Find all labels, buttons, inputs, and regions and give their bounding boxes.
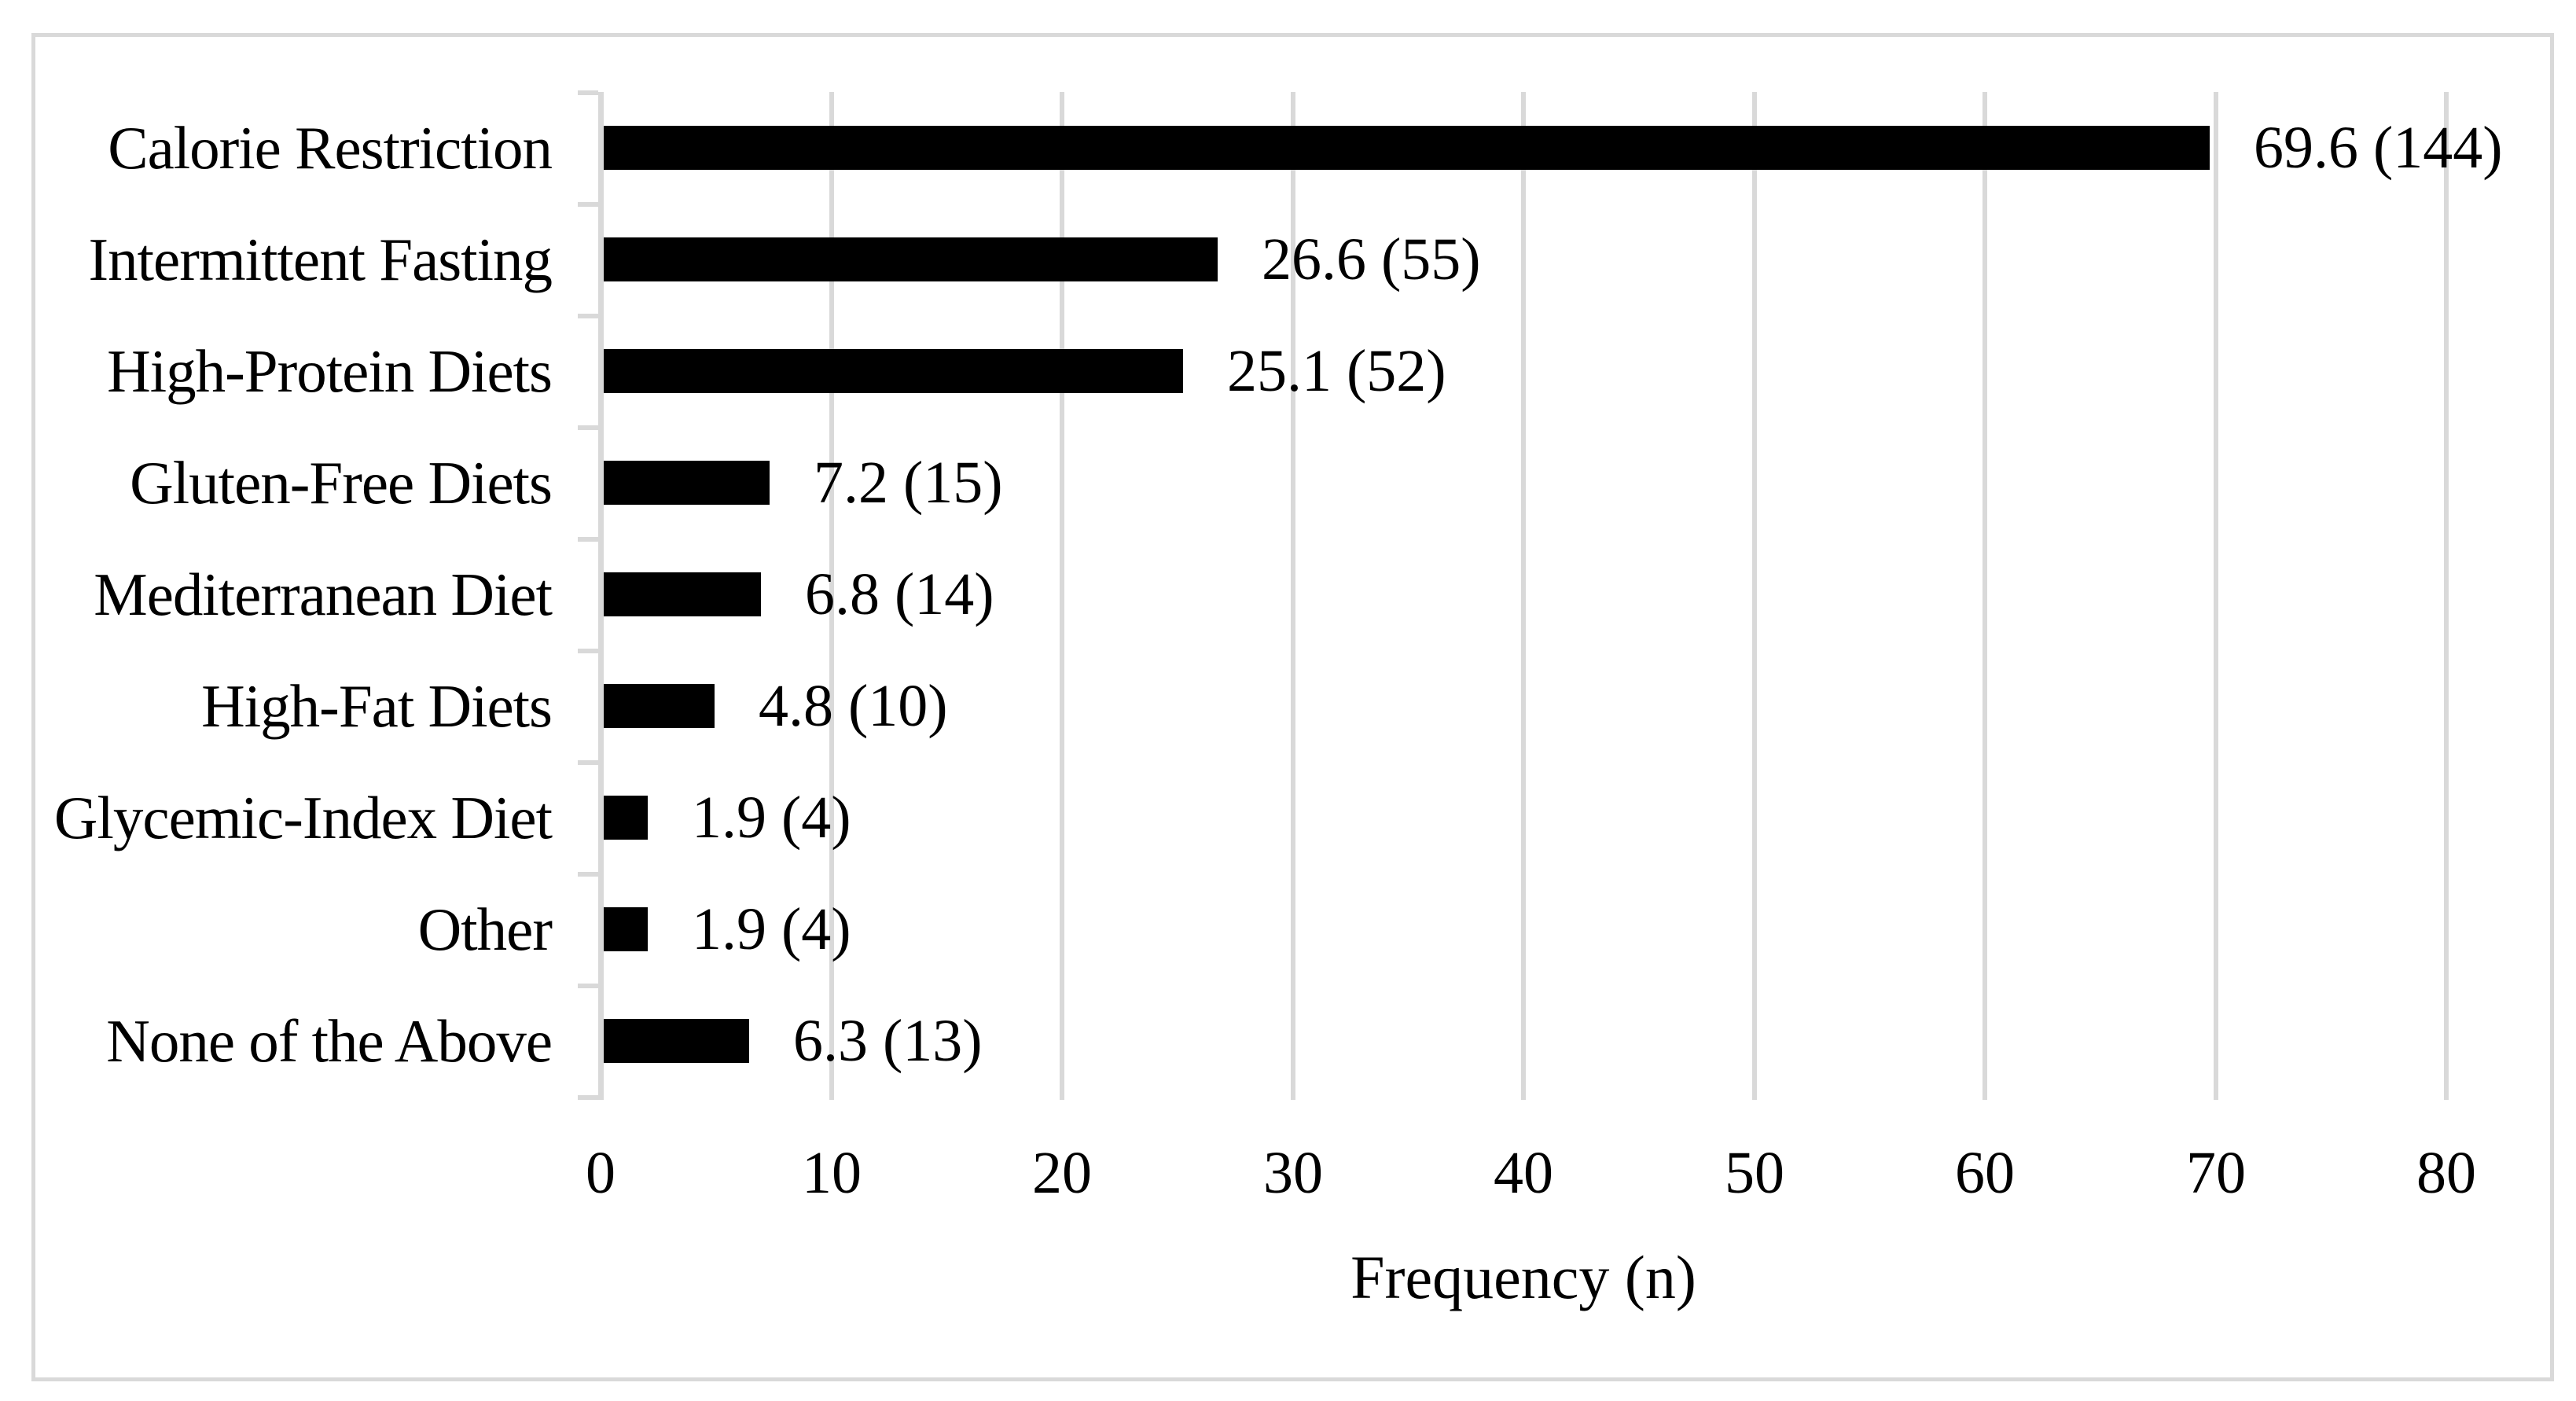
value-label: 4.8 (10) (759, 673, 948, 739)
x-tick-label-60: 60 (1955, 1140, 2015, 1206)
category-label: None of the Above (106, 1007, 553, 1075)
bar-other (604, 907, 648, 951)
x-tick-label-10: 10 (802, 1140, 862, 1206)
x-tick-label-20: 20 (1032, 1140, 1092, 1206)
y-axis-tick (578, 314, 598, 318)
x-tick-label-0: 0 (586, 1140, 616, 1206)
value-label: 6.3 (13) (793, 1008, 983, 1074)
gridline-x-40 (1521, 92, 1526, 1100)
gridline-x-10 (829, 92, 834, 1100)
value-label: 26.6 (55) (1262, 226, 1481, 292)
bar-glycemic-index-diet (604, 796, 648, 840)
y-axis-line (598, 92, 604, 1100)
value-label: 1.9 (4) (692, 785, 851, 851)
x-tick-label-30: 30 (1263, 1140, 1323, 1206)
x-tick-label-50: 50 (1725, 1140, 1784, 1206)
y-axis-tick (578, 202, 598, 207)
y-axis-tick (578, 760, 598, 765)
bar-calorie-restriction (604, 126, 2210, 170)
x-tick-label-70: 70 (2186, 1140, 2246, 1206)
value-label: 69.6 (144) (2254, 115, 2503, 181)
category-label: Glycemic-Index Diet (53, 784, 553, 851)
x-tick-label-80: 80 (2416, 1140, 2476, 1206)
y-axis-tick (578, 872, 598, 877)
y-axis-tick (578, 537, 598, 542)
bar-none-of-the-above (604, 1019, 749, 1063)
gridline-x-60 (1983, 92, 1987, 1100)
value-label: 6.8 (14) (805, 561, 994, 627)
gridline-x-50 (1752, 92, 1757, 1100)
category-label: Intermittent Fasting (88, 226, 553, 293)
bar-high-fat-diets (604, 684, 715, 728)
bar-mediterranean-diet (604, 572, 761, 616)
gridline-x-80 (2444, 92, 2449, 1100)
value-label: 7.2 (15) (814, 450, 1003, 516)
gridline-x-30 (1291, 92, 1295, 1100)
y-axis-tick (578, 425, 598, 430)
bar-high-protein-diets (604, 349, 1183, 393)
category-label: Mediterranean Diet (94, 561, 553, 628)
x-tick-label-40: 40 (1494, 1140, 1553, 1206)
value-label: 1.9 (4) (692, 896, 851, 962)
bar-intermittent-fasting (604, 237, 1218, 281)
y-axis-tick (578, 984, 598, 988)
category-label: High-Fat Diets (201, 672, 553, 740)
category-label: Calorie Restriction (108, 114, 553, 182)
y-axis-tick (578, 649, 598, 653)
category-label: Gluten-Free Diets (130, 449, 553, 517)
gridline-x-20 (1060, 92, 1064, 1100)
category-label: Other (417, 895, 553, 963)
y-axis-tick (578, 90, 598, 95)
category-label: High-Protein Diets (107, 337, 553, 405)
y-axis-tick (578, 1095, 598, 1100)
gridline-x-70 (2214, 92, 2218, 1100)
bar-gluten-free-diets (604, 461, 770, 505)
value-label: 25.1 (52) (1227, 338, 1446, 404)
x-axis-title: Frequency (n) (1350, 1243, 1696, 1311)
